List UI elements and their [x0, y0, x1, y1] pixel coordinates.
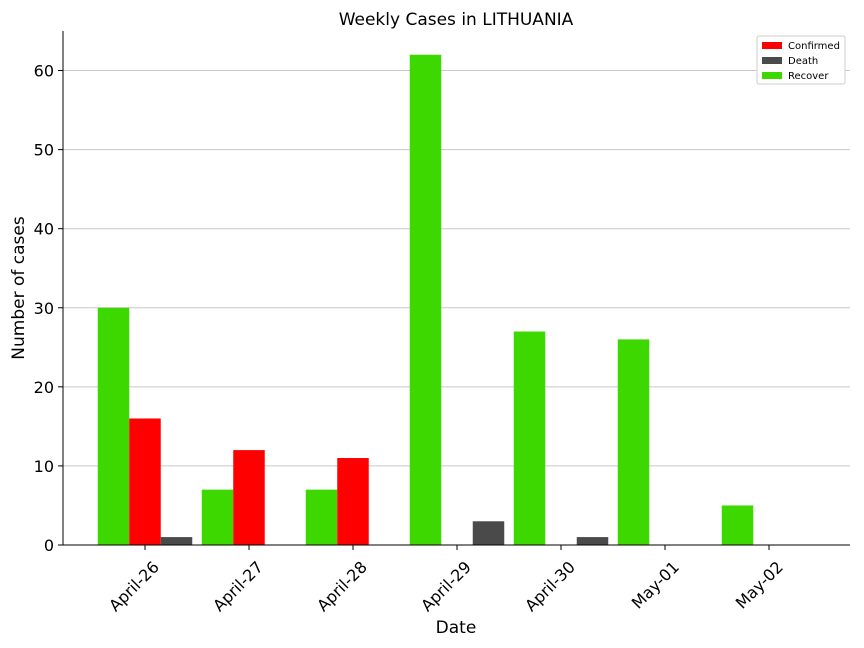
bar-recover	[513, 331, 546, 545]
bar-death	[576, 537, 609, 545]
bar-recover	[721, 505, 754, 545]
x-tick-label: April-26	[105, 557, 163, 615]
x-axis-label: Date	[436, 618, 477, 638]
bar-recover	[201, 489, 234, 545]
legend-label-recover: Recover	[788, 71, 829, 82]
y-tick-label: 60	[34, 62, 54, 81]
x-tick-label: April-28	[313, 557, 371, 615]
bar-recover	[305, 489, 338, 545]
legend: Confirmed Death Recover	[756, 35, 846, 85]
legend-label-death: Death	[788, 56, 818, 67]
bar-death	[160, 537, 193, 545]
chart-title: Weekly Cases in LITHUANIA	[339, 10, 574, 30]
gridlines	[63, 70, 850, 467]
y-tick-label: 30	[34, 299, 54, 318]
bar-recover	[409, 54, 442, 545]
legend-swatch-recover	[762, 72, 782, 79]
x-tick-label: May-02	[732, 557, 787, 612]
x-ticks: April-26 April-27 April-28 April-29 April-30…	[105, 545, 787, 615]
bar-death	[472, 521, 505, 545]
legend-swatch-death	[762, 57, 782, 64]
x-tick-label: April-29	[417, 557, 475, 615]
x-tick-label: April-27	[209, 557, 267, 615]
bar-recover	[97, 307, 130, 545]
x-tick-label: April-30	[521, 557, 579, 615]
y-axis-label: Number of cases	[9, 216, 29, 360]
bar-confirmed	[129, 418, 161, 545]
y-tick-label: 40	[34, 220, 54, 239]
axes	[62, 31, 850, 546]
bar-recover	[617, 339, 650, 545]
y-ticks: 0 10 20 30 40 50 60	[34, 62, 63, 555]
legend-swatch-confirmed	[762, 42, 782, 49]
y-tick-label: 0	[44, 536, 54, 555]
y-tick-label: 10	[34, 457, 54, 476]
legend-label-confirmed: Confirmed	[788, 41, 840, 52]
bar-confirmed	[233, 450, 265, 545]
y-tick-label: 20	[34, 378, 54, 397]
bar-confirmed	[337, 458, 369, 545]
y-tick-label: 50	[34, 141, 54, 160]
bars	[97, 54, 754, 545]
x-tick-label: May-01	[628, 557, 683, 612]
